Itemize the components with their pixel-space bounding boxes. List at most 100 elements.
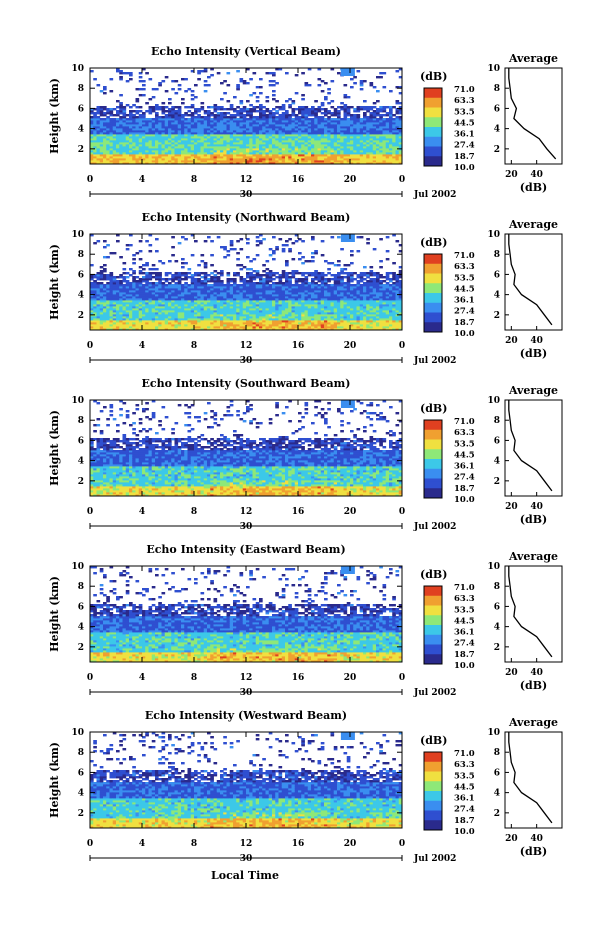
heatmap-cell [236, 70, 240, 73]
heatmap-cell [161, 116, 166, 119]
heatmap-cell [301, 278, 305, 281]
heatmap-cell [317, 106, 322, 109]
heatmap-cell [164, 142, 169, 145]
heatmap-cell [200, 148, 205, 151]
heatmap-cell [197, 152, 201, 155]
heatmap-cell [135, 132, 140, 135]
heatmap-cell [187, 144, 192, 147]
heatmap-cell [171, 88, 175, 91]
heatmap-cell [145, 158, 149, 161]
colorbar-swatch [424, 88, 442, 92]
heatmap-cell [181, 160, 185, 163]
heatmap-cell [132, 144, 136, 147]
heatmap-cell [171, 110, 175, 113]
heatmap-cell [158, 106, 162, 109]
heatmap-cell [122, 128, 127, 131]
heatmap-cell [207, 128, 211, 131]
heatmap-cell [103, 120, 107, 123]
heatmap-cell [119, 118, 123, 121]
heatmap-cell [272, 258, 276, 261]
heatmap-cell [132, 114, 136, 117]
heatmap-cell [161, 124, 166, 127]
heatmap-cell [122, 118, 127, 121]
heatmap-cell [207, 148, 211, 151]
heatmap-cell [291, 270, 296, 273]
heatmap-cell [203, 148, 208, 151]
heatmap-cell [96, 148, 101, 151]
heatmap-cell [177, 242, 182, 245]
heatmap-cell [155, 116, 159, 119]
heatmap-cell [200, 142, 205, 145]
heatmap-cell [207, 146, 211, 149]
heatmap-cell [129, 114, 133, 117]
heatmap-cell [155, 282, 159, 285]
heatmap-cell [181, 126, 185, 129]
heatmap-cell [207, 122, 211, 125]
heatmap-cell [138, 120, 143, 123]
heatmap-cell [164, 150, 169, 153]
heatmap-cell [389, 106, 393, 109]
heatmap-cell [109, 126, 114, 129]
heatmap-cell [103, 274, 107, 277]
heatmap-cell [177, 140, 182, 143]
heatmap-cell [174, 154, 179, 157]
heatmap-cell [181, 284, 185, 287]
heatmap-cell [385, 118, 390, 121]
heatmap-cell [200, 126, 205, 129]
heatmap-cell [164, 124, 169, 127]
heatmap-cell [151, 154, 156, 157]
heatmap-cell [148, 108, 153, 111]
heatmap-cell [99, 126, 104, 129]
heatmap-cell [207, 126, 211, 129]
heatmap-cell [174, 106, 179, 109]
heatmap-cell [142, 116, 146, 119]
heatmap-cell [164, 158, 169, 161]
heatmap-cell [259, 86, 263, 89]
heatmap-cell [142, 272, 146, 275]
heatmap-cell [168, 278, 172, 281]
heatmap-cell [184, 144, 188, 147]
heatmap-cell [285, 272, 289, 275]
heatmap-cell [109, 134, 114, 137]
heatmap-cell [142, 146, 146, 149]
heatmap-cell [203, 126, 208, 129]
heatmap-cell [116, 110, 120, 113]
heatmap-cell [190, 146, 195, 149]
heatmap-cell [116, 130, 120, 133]
heatmap-cell [168, 134, 172, 137]
heatmap-cell [90, 128, 94, 131]
heatmap-cell [236, 106, 240, 109]
heatmap-cell [151, 110, 156, 113]
heatmap-cell [125, 142, 130, 145]
heatmap-cell [200, 132, 205, 135]
heatmap-cell [135, 162, 140, 165]
heatmap-cell [99, 122, 104, 125]
heatmap-cell [174, 142, 179, 145]
heatmap-cell [148, 130, 153, 133]
heatmap-cell [203, 118, 208, 121]
heatmap-cell [278, 274, 283, 277]
heatmap-cell [197, 126, 201, 129]
heatmap-cell [242, 278, 247, 281]
heatmap-cell [155, 268, 159, 271]
heatmap-cell [99, 148, 104, 151]
heatmap-cell [96, 138, 101, 141]
heatmap-cell [207, 130, 211, 133]
heatmap-cell [350, 86, 354, 89]
heatmap-cell [135, 126, 140, 129]
heatmap-cell [112, 108, 117, 111]
heatmap-cell [109, 156, 114, 159]
heatmap-cell [174, 132, 179, 135]
heatmap-cell [125, 134, 130, 137]
heatmap-cell [125, 132, 130, 135]
heatmap-cell [311, 272, 315, 275]
heatmap-cell [363, 80, 367, 83]
heatmap-cell [197, 116, 201, 119]
heatmap-cell [148, 78, 153, 81]
heatmap-cell [145, 130, 149, 133]
heatmap-cell [278, 114, 283, 117]
heatmap-cell [103, 138, 107, 141]
x-tick-label: 12 [240, 175, 253, 185]
heatmap-cell [203, 68, 208, 71]
heatmap-cell [187, 134, 192, 137]
